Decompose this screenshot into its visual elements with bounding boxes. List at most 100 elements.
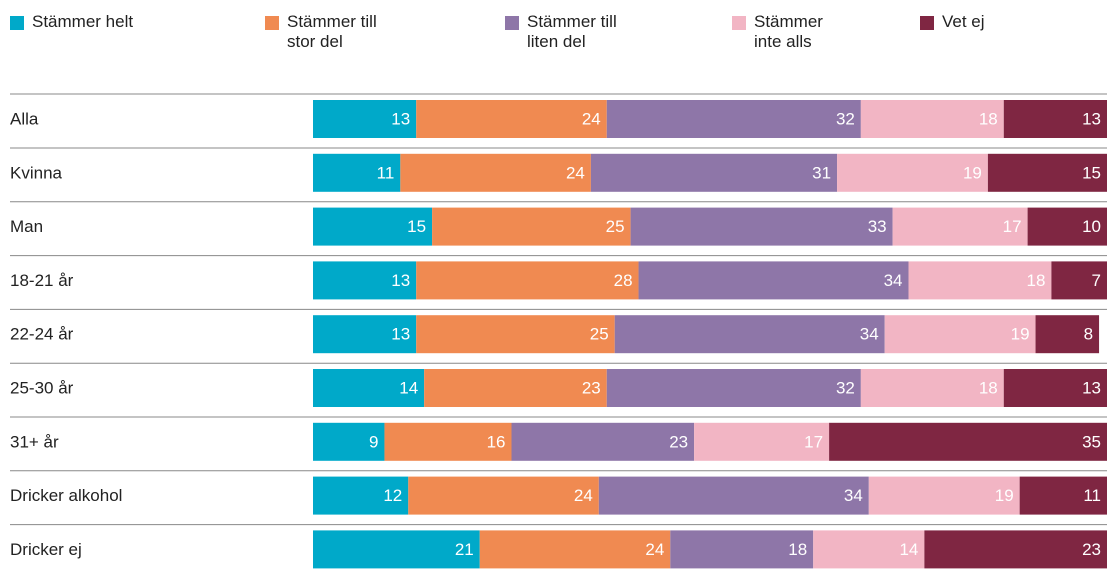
value-label: 18: [1026, 271, 1045, 290]
value-label: 34: [860, 325, 879, 344]
value-label: 24: [582, 109, 601, 128]
bar-segment: [408, 476, 599, 515]
value-label: 16: [487, 432, 506, 451]
bar-segment: [313, 530, 480, 569]
value-label: 35: [1082, 432, 1101, 451]
bar-segment: [606, 100, 861, 138]
value-label: 13: [1082, 109, 1101, 128]
bar-segment: [829, 422, 1107, 461]
legend-label: Stämmer inte alls: [754, 12, 823, 51]
category-label: Kvinna: [10, 163, 63, 182]
value-label: 18: [979, 109, 998, 128]
bar-segment: [860, 100, 1004, 138]
category-label: Dricker alkohol: [10, 486, 122, 505]
bar-segment: [837, 153, 988, 192]
bar-segment: [892, 207, 1028, 246]
bar-segment: [813, 530, 925, 569]
bar-segment: [630, 207, 893, 246]
bar-segment: [313, 100, 417, 138]
value-label: 13: [391, 271, 410, 290]
value-label: 24: [566, 163, 585, 182]
bar-segment: [987, 153, 1107, 192]
bar-segment: [694, 422, 830, 461]
legend-swatch: [10, 16, 24, 30]
bar-segment: [432, 207, 631, 246]
bar-segment: [384, 422, 512, 461]
bar-segment: [1019, 476, 1107, 515]
value-label: 34: [844, 486, 863, 505]
bar-segment: [313, 261, 417, 300]
bar-segment: [511, 422, 695, 461]
bar-segment: [313, 207, 433, 246]
legend-label: Stämmer till stor del: [287, 12, 377, 51]
value-label: 11: [377, 163, 395, 182]
value-label: 15: [407, 217, 426, 236]
legend-label: Vet ej: [942, 12, 985, 31]
bar-segment: [313, 315, 417, 354]
value-label: 10: [1082, 217, 1101, 236]
bar-segment: [416, 315, 615, 354]
category-label: Alla: [10, 109, 39, 128]
legend-item: Stämmer till liten del: [505, 12, 642, 52]
value-label: 8: [1084, 325, 1093, 344]
bar-segment: [924, 530, 1107, 569]
bar-segment: [908, 261, 1052, 300]
bar-segment: [606, 369, 861, 407]
bar-segment: [638, 261, 909, 300]
legend-swatch: [920, 16, 934, 30]
category-label: Dricker ej: [10, 540, 82, 559]
bar-segment: [1003, 100, 1107, 138]
value-label: 17: [1003, 217, 1022, 236]
category-label: 18-21 år: [10, 271, 74, 290]
category-label: 31+ år: [10, 432, 59, 451]
value-label: 23: [1082, 540, 1101, 559]
legend-label: Stämmer till liten del: [527, 12, 617, 51]
bar-segment: [598, 476, 869, 515]
value-label: 13: [1082, 378, 1101, 397]
value-label: 18: [979, 378, 998, 397]
bar-segment: [1027, 207, 1107, 246]
bar-segment: [884, 315, 1036, 354]
value-label: 32: [836, 109, 855, 128]
bar-segment: [416, 261, 639, 300]
bar-segment: [614, 315, 885, 354]
bar-segment: [313, 369, 425, 407]
bar-segment: [479, 530, 671, 569]
category-label: Man: [10, 217, 43, 236]
value-label: 33: [868, 217, 887, 236]
value-label: 17: [804, 432, 823, 451]
bar-segment: [868, 476, 1020, 515]
bar-segment: [670, 530, 814, 569]
bar-segment: [400, 153, 591, 192]
value-label: 32: [836, 378, 855, 397]
value-label: 25: [606, 217, 625, 236]
value-label: 19: [995, 486, 1014, 505]
value-label: 19: [1011, 325, 1030, 344]
bar-segment: [313, 476, 409, 515]
value-label: 25: [590, 325, 609, 344]
legend-item: Vet ej: [920, 12, 1092, 32]
legend-item: Stämmer till stor del: [265, 12, 402, 52]
legend-item: Stämmer helt: [10, 12, 252, 32]
bar-segment: [1035, 315, 1100, 354]
category-label: 22-24 år: [10, 325, 74, 344]
value-label: 13: [391, 325, 410, 344]
value-label: 7: [1092, 271, 1101, 290]
legend-label: Stämmer helt: [32, 12, 134, 31]
value-label: 9: [369, 432, 378, 451]
bar-segment: [313, 153, 401, 192]
bar-segment: [416, 100, 607, 138]
value-label: 13: [391, 109, 410, 128]
value-label: 19: [963, 163, 982, 182]
bar-segment: [313, 422, 385, 461]
legend-swatch: [505, 16, 519, 30]
value-label: 14: [899, 540, 918, 559]
bar-segment: [860, 369, 1004, 407]
value-label: 23: [669, 432, 688, 451]
value-label: 15: [1082, 163, 1101, 182]
value-label: 11: [1083, 486, 1101, 505]
value-label: 23: [582, 378, 601, 397]
bar-segment: [424, 369, 607, 407]
